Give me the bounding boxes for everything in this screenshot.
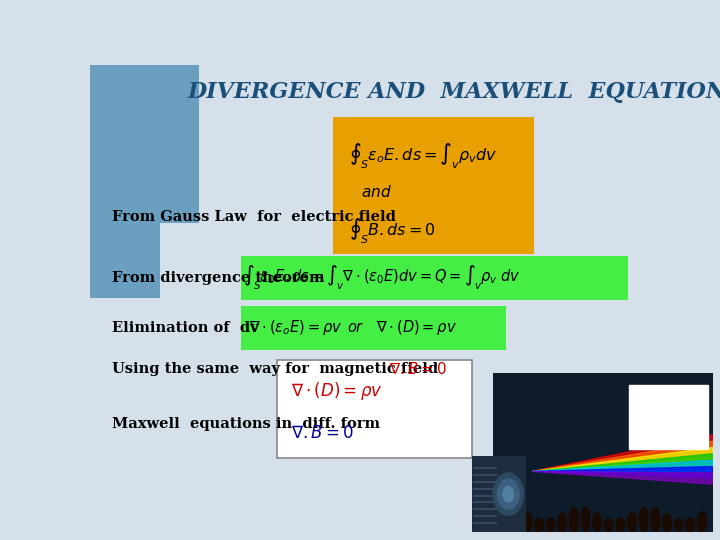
Text: $\nabla.B = 0$: $\nabla.B = 0$: [291, 424, 354, 442]
Text: $\nabla\cdot(\varepsilon_o E) = \rho v$: $\nabla\cdot(\varepsilon_o E) = \rho v$: [249, 318, 343, 337]
Polygon shape: [533, 467, 713, 478]
Ellipse shape: [639, 507, 648, 532]
Ellipse shape: [523, 512, 532, 532]
Polygon shape: [533, 471, 713, 484]
Ellipse shape: [616, 518, 625, 532]
Ellipse shape: [593, 513, 602, 532]
Circle shape: [493, 473, 523, 515]
Circle shape: [503, 487, 514, 502]
Ellipse shape: [500, 508, 508, 532]
Text: Maxwell  equations in  diff. form: Maxwell equations in diff. form: [112, 417, 380, 431]
Bar: [90, 65, 199, 223]
Text: Elimination of  dv: Elimination of dv: [112, 321, 259, 335]
Ellipse shape: [570, 507, 578, 532]
Text: $and$: $and$: [361, 184, 392, 200]
Ellipse shape: [558, 512, 567, 532]
Ellipse shape: [651, 508, 660, 532]
Text: Using the same  way for  magnetic field: Using the same way for magnetic field: [112, 362, 438, 376]
Polygon shape: [533, 441, 713, 471]
Ellipse shape: [628, 512, 636, 532]
Text: $or \quad \nabla\cdot(D) = \rho v$: $or \quad \nabla\cdot(D) = \rho v$: [347, 318, 456, 337]
Circle shape: [498, 479, 519, 509]
Bar: [240, 256, 629, 300]
Ellipse shape: [662, 514, 671, 532]
Ellipse shape: [511, 507, 520, 532]
Bar: [277, 360, 472, 458]
Ellipse shape: [546, 518, 555, 532]
Polygon shape: [533, 454, 713, 471]
Bar: [90, 223, 160, 298]
Ellipse shape: [535, 518, 544, 532]
Polygon shape: [533, 435, 713, 471]
Text: $\int_S \varepsilon_0 E.ds = \int_v \nabla\cdot(\varepsilon_0 E)dv = Q = \int_v : $\int_S \varepsilon_0 E.ds = \int_v \nab…: [243, 264, 521, 292]
Text: $\oint_S B.ds = 0$: $\oint_S B.ds = 0$: [349, 217, 436, 246]
Polygon shape: [533, 460, 713, 471]
Bar: [629, 386, 708, 449]
Text: $\nabla\cdot(D) = \rho v$: $\nabla\cdot(D) = \rho v$: [291, 380, 382, 402]
Text: From Gauss Law  for  electric field: From Gauss Law for electric field: [112, 210, 396, 224]
Ellipse shape: [698, 512, 706, 532]
Ellipse shape: [686, 518, 695, 532]
Polygon shape: [533, 448, 713, 471]
Bar: [240, 306, 505, 349]
Ellipse shape: [604, 518, 613, 532]
Bar: [333, 117, 534, 254]
Text: $\oint_S \varepsilon_o E.ds = \int_v \rho_v dv$: $\oint_S \varepsilon_o E.ds = \int_v \rh…: [349, 141, 498, 171]
Text: DIVERGENCE AND  MAXWELL  EQUATIONS: DIVERGENCE AND MAXWELL EQUATIONS: [188, 81, 720, 103]
Ellipse shape: [581, 508, 590, 532]
Text: From divergence theorem: From divergence theorem: [112, 271, 325, 285]
Ellipse shape: [674, 518, 683, 532]
Text: $\nabla.B = 0$: $\nabla.B = 0$: [389, 361, 446, 377]
